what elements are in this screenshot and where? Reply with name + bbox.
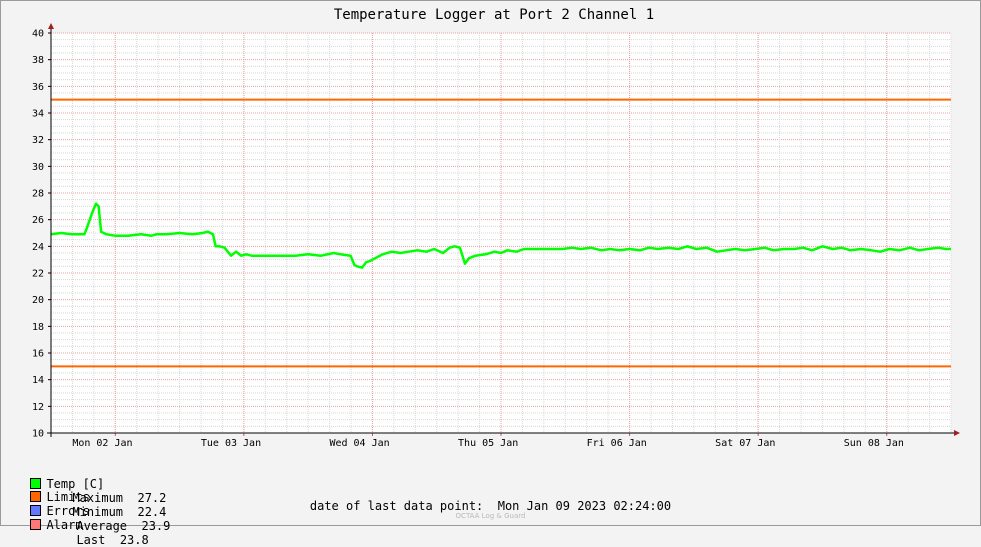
minimum-label: Minimum — [72, 505, 124, 519]
y-tick-label: 38 — [32, 55, 44, 66]
y-tick-label: 14 — [32, 375, 44, 386]
footer-credit: OCTAA Log & Guard — [455, 512, 526, 520]
y-tick-label: 26 — [32, 215, 44, 226]
y-axis-arrow-icon — [48, 23, 54, 29]
legend-temp-label: Temp [C] — [46, 477, 105, 491]
average-value: 23.9 — [141, 519, 171, 533]
legend-maximum: Maximum 27.2 — [72, 491, 166, 505]
y-tick-label: 20 — [32, 295, 44, 306]
y-tick-label: 12 — [32, 402, 44, 413]
y-tick-label: 28 — [32, 189, 44, 200]
y-tick-label: 40 — [32, 29, 44, 40]
last-value: 23.8 — [119, 533, 149, 547]
footer-last-data-point: date of last data point: Mon Jan 09 2023… — [0, 499, 981, 513]
y-tick-label: 10 — [32, 429, 44, 440]
x-tick-label: Sat 07 Jan — [715, 438, 775, 449]
legend-limits-label: Limits — [46, 490, 90, 504]
y-axis-ticks: 10 12 14 16 18 20 22 24 26 28 30 32 34 36 38 40 — [32, 29, 51, 440]
legend-errors-label: Errors — [46, 504, 90, 518]
legend-alarm-label: Alarm — [46, 518, 83, 532]
last-label: Last — [76, 533, 106, 547]
errors-swatch-icon — [30, 505, 42, 516]
last-point-value: Mon Jan 09 2023 02:24:00 — [497, 499, 672, 513]
x-tick-label: Thu 05 Jan — [458, 438, 518, 449]
y-tick-label: 24 — [32, 242, 44, 253]
x-tick-label: Wed 04 Jan — [329, 438, 389, 449]
temp-swatch-icon — [30, 478, 42, 489]
x-axis-arrow-icon — [954, 430, 960, 436]
maximum-value: 27.2 — [137, 491, 167, 505]
alarm-swatch-icon — [30, 519, 42, 530]
x-tick-label: Sun 08 Jan — [844, 438, 904, 449]
legend-alarm: Alarm — [30, 518, 83, 532]
y-tick-label: 30 — [32, 162, 44, 173]
legend-limits: Limits — [30, 490, 142, 504]
axes — [47, 23, 960, 437]
y-tick-label: 18 — [32, 322, 44, 333]
x-tick-label: Fri 06 Jan — [587, 438, 647, 449]
chart-title: Temperature Logger at Port 2 Channel 1 — [334, 7, 654, 23]
x-axis-ticks: Mon 02 Jan Tue 03 Jan Wed 04 Jan Thu 05 Jan… — [72, 433, 904, 449]
y-tick-label: 32 — [32, 135, 44, 146]
series-group — [50, 202, 951, 269]
minimum-value: 22.4 — [137, 505, 167, 519]
limits-swatch-icon — [30, 491, 42, 502]
limit-lines — [51, 98, 951, 368]
x-tick-label: Tue 03 Jan — [201, 438, 261, 449]
y-tick-label: 36 — [32, 82, 44, 93]
maximum-label: Maximum — [72, 491, 124, 505]
series-line-temp — [50, 202, 951, 269]
y-tick-label: 22 — [32, 269, 44, 280]
last-point-label: date of last data point: — [309, 499, 484, 513]
legend-last: Last 23.8 — [76, 533, 148, 547]
y-tick-label: 34 — [32, 109, 44, 120]
legend-minimum: Minimum 22.4 — [72, 505, 166, 519]
x-tick-label: Mon 02 Jan — [72, 438, 132, 449]
y-tick-label: 16 — [32, 349, 44, 360]
temperature-chart: Temperature Logger at Port 2 Channel 1 1… — [32, 7, 960, 449]
legend-errors: Errors — [30, 504, 142, 518]
legend-temp: Temp [C] — [30, 477, 104, 491]
